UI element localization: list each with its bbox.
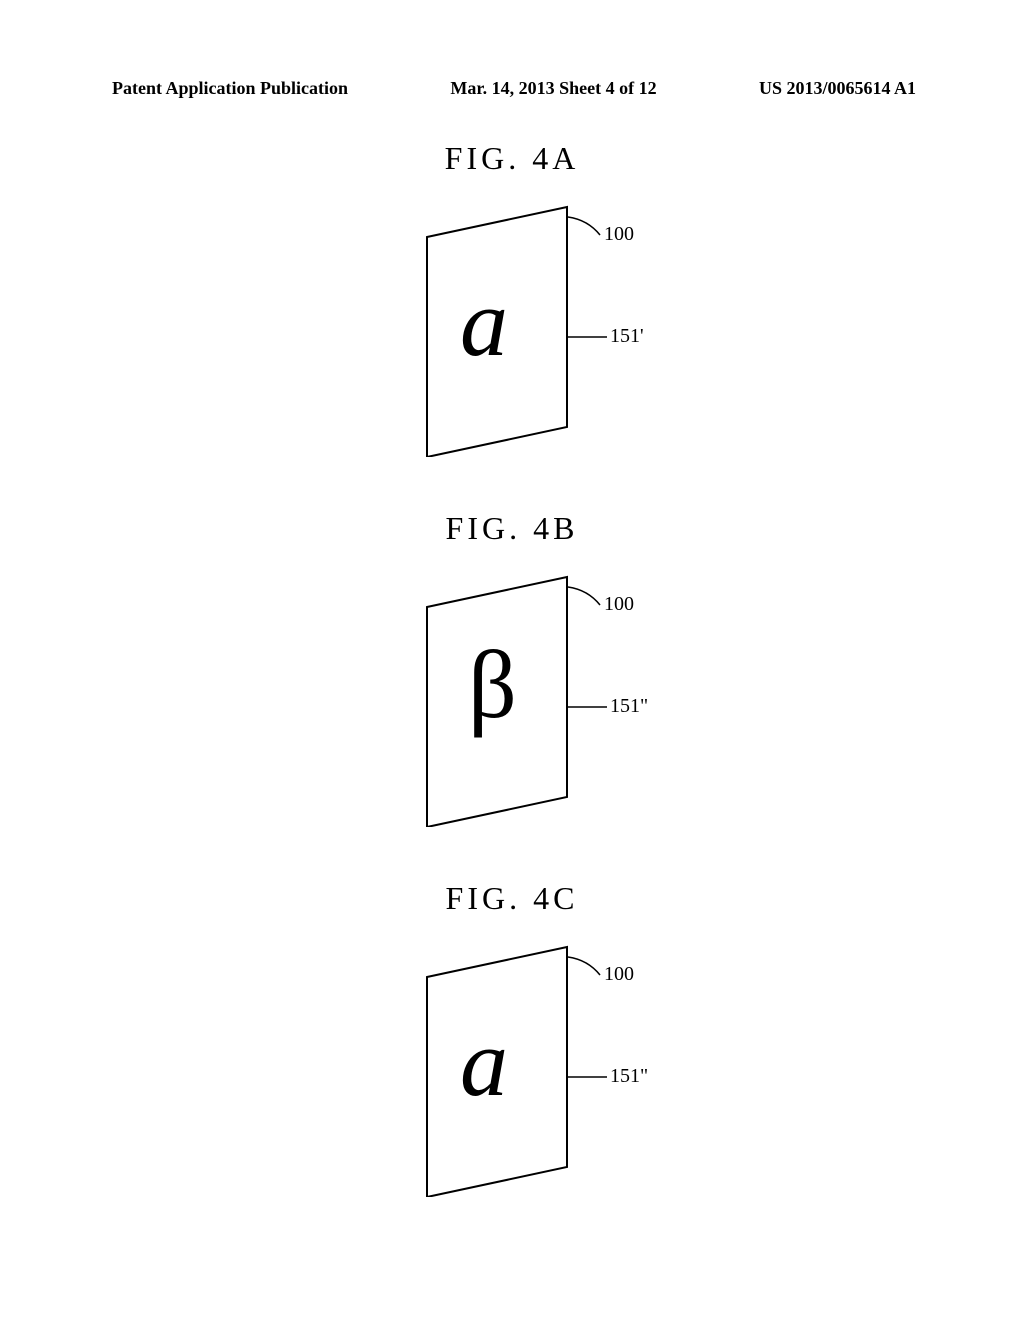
figure-4c-letter: a (460, 1007, 508, 1118)
figure-4c-diagram: a 100 151" (382, 937, 642, 1197)
figure-4b-title: FIG. 4B (0, 510, 1024, 547)
figure-4b-diagram: β 100 151" (382, 567, 642, 827)
device-outline-4c (382, 937, 642, 1197)
figure-4a-section: FIG. 4A a 100 151' (0, 140, 1024, 462)
ref-151pp-b: 151" (610, 695, 648, 718)
figure-4a-letter: a (460, 267, 508, 378)
figure-4a-title: FIG. 4A (0, 140, 1024, 177)
ref-100-a: 100 (604, 223, 634, 246)
ref-100-c: 100 (604, 963, 634, 986)
ref-151p-a: 151' (610, 325, 644, 348)
figure-4c-section: FIG. 4C a 100 151" (0, 880, 1024, 1202)
header-right: US 2013/0065614 A1 (759, 78, 916, 99)
figure-4c-title: FIG. 4C (0, 880, 1024, 917)
figure-4a-diagram: a 100 151' (382, 197, 642, 457)
figure-4b-section: FIG. 4B β 100 151" (0, 510, 1024, 832)
header-center: Mar. 14, 2013 Sheet 4 of 12 (450, 78, 656, 99)
ref-151pp-c: 151" (610, 1065, 648, 1088)
figure-4b-letter: β (468, 629, 517, 740)
ref-100-b: 100 (604, 593, 634, 616)
header-left: Patent Application Publication (112, 78, 348, 99)
device-outline-4a (382, 197, 642, 457)
page-header: Patent Application Publication Mar. 14, … (0, 78, 1024, 99)
